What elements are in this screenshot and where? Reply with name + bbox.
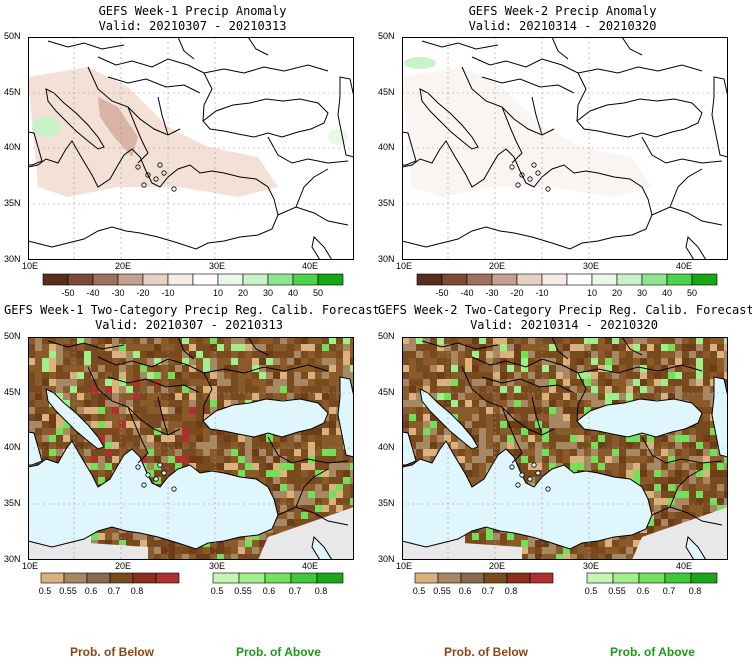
colorbar-tick: 40 — [288, 288, 298, 298]
week2-anomaly-map: 50N 45N 40N 35N 30N 10E 20E 30E 40E — [378, 31, 728, 271]
lat-label: 45N — [4, 87, 21, 97]
lon-label: 20E — [489, 261, 506, 271]
panel1-title: GEFS Week-1 Precip Anomaly Valid: 2021030… — [98, 4, 287, 33]
colorbar-tick: 0.6 — [263, 586, 276, 596]
colorbar-tick: -10 — [535, 288, 548, 298]
week1-probability-map: 50N 45N 40N 35N 30N 10E 20E 30E 40E — [4, 331, 354, 571]
lon-label: 10E — [396, 261, 413, 271]
lat-label: 45N — [378, 87, 395, 97]
lat-label: 30N — [4, 554, 21, 564]
colorbar-tick: 0.55 — [608, 586, 626, 596]
colorbar-tick: 0.55 — [59, 586, 77, 596]
panel4-title: GEFS Week-2 Two-Category Precip Reg. Cal… — [378, 303, 752, 332]
colorbar-tick: -50 — [61, 288, 74, 298]
below-colorbar-week1: 0.5 0.55 0.6 0.7 0.8 — [39, 572, 181, 601]
lat-label: 50N — [378, 31, 395, 41]
colorbar-tick: 0.5 — [39, 586, 52, 596]
colorbar-tick: 10 — [213, 288, 223, 298]
lat-label: 45N — [4, 387, 21, 397]
lon-label: 40E — [676, 561, 693, 571]
lon-label: 10E — [22, 261, 39, 271]
lon-label: 20E — [489, 561, 506, 571]
colorbar-tick: -10 — [161, 288, 174, 298]
colorbar-tick: 0.55 — [234, 586, 252, 596]
colorbar-tick: 30 — [263, 288, 273, 298]
lon-label: 10E — [396, 561, 413, 571]
lon-label: 10E — [22, 561, 39, 571]
lon-label: 30E — [583, 261, 600, 271]
colorbar-tick: 30 — [637, 288, 647, 298]
colorbar-tick: -20 — [136, 288, 149, 298]
colorbar-tick: 0.5 — [413, 586, 426, 596]
panel2-title: GEFS Week-2 Precip Anomaly Valid: 2021031… — [468, 4, 657, 33]
lat-label: 40N — [378, 142, 395, 152]
colorbar-tick: 20 — [612, 288, 622, 298]
lon-label: 30E — [583, 561, 600, 571]
colorbar-tick: 0.5 — [585, 586, 598, 596]
colorbar-tick: -30 — [111, 288, 124, 298]
lon-label: 20E — [115, 561, 132, 571]
colorbar-tick: 0.6 — [459, 586, 472, 596]
prob-above-label: Prob. of Above — [236, 645, 321, 659]
above-colorbar-week1: 0.5 0.55 0.6 0.7 0.8 — [211, 572, 345, 601]
week1-anomaly-map: 50N 45N 40N 35N 30N 10E 20E 30E 40E — [4, 31, 354, 271]
colorbar-tick: 0.8 — [689, 586, 702, 596]
lon-label: 40E — [302, 561, 319, 571]
colorbar-tick: 50 — [687, 288, 697, 298]
colorbar-tick: 50 — [313, 288, 323, 298]
colorbar-tick: 20 — [238, 288, 248, 298]
colorbar-tick: 0.7 — [482, 586, 495, 596]
colorbar-tick: 0.7 — [663, 586, 676, 596]
lat-label: 35N — [4, 198, 21, 208]
colorbar-tick: 0.8 — [131, 586, 144, 596]
colorbar-tick: -30 — [485, 288, 498, 298]
colorbar-tick: 0.55 — [433, 586, 451, 596]
lat-label: 50N — [378, 331, 395, 341]
colorbar-tick: 0.8 — [315, 586, 328, 596]
lon-label: 40E — [676, 261, 693, 271]
lat-label: 40N — [4, 142, 21, 152]
lat-label: 30N — [4, 254, 21, 264]
colorbar-tick: 10 — [587, 288, 597, 298]
anomaly-colorbar-week1: -50 -40 -30 -20 -10 10 20 30 40 50 — [42, 273, 345, 303]
colorbar-tick: -40 — [460, 288, 473, 298]
above-colorbar-week2: 0.5 0.55 0.6 0.7 0.8 — [585, 572, 719, 601]
anomaly-colorbar-week2: -50 -40 -30 -20 -10 10 20 30 40 50 — [416, 273, 719, 303]
colorbar-tick: -40 — [86, 288, 99, 298]
lat-label: 40N — [4, 442, 21, 452]
prob-below-label: Prob. of Below — [70, 645, 154, 659]
colorbar-tick: 0.6 — [85, 586, 98, 596]
lon-label: 30E — [209, 261, 226, 271]
lat-label: 35N — [378, 498, 395, 508]
lat-label: 30N — [378, 554, 395, 564]
week2-probability-map: 50N 45N 40N 35N 30N 10E 20E 30E 40E — [378, 331, 728, 571]
lat-label: 50N — [4, 31, 21, 41]
lon-label: 40E — [302, 261, 319, 271]
lat-label: 50N — [4, 331, 21, 341]
below-colorbar-week2: 0.5 0.55 0.6 0.7 0.8 — [413, 572, 555, 601]
colorbar-tick: 0.7 — [289, 586, 302, 596]
lat-label: 45N — [378, 387, 395, 397]
colorbar-tick: 0.6 — [637, 586, 650, 596]
prob-below-label-2: Prob. of Below — [444, 645, 528, 659]
panel3-title: GEFS Week-1 Two-Category Precip Reg. Cal… — [4, 303, 380, 332]
lat-label: 35N — [378, 198, 395, 208]
colorbar-tick: -50 — [435, 288, 448, 298]
prob-above-label-2: Prob. of Above — [610, 645, 695, 659]
colorbar-tick: 40 — [662, 288, 672, 298]
lat-label: 30N — [378, 254, 395, 264]
lat-label: 35N — [4, 498, 21, 508]
colorbar-tick: 0.8 — [505, 586, 518, 596]
colorbar-tick: 0.5 — [211, 586, 224, 596]
colorbar-tick: -20 — [510, 288, 523, 298]
lon-label: 30E — [209, 561, 226, 571]
colorbar-tick: 0.7 — [108, 586, 121, 596]
lat-label: 40N — [378, 442, 395, 452]
lon-label: 20E — [115, 261, 132, 271]
